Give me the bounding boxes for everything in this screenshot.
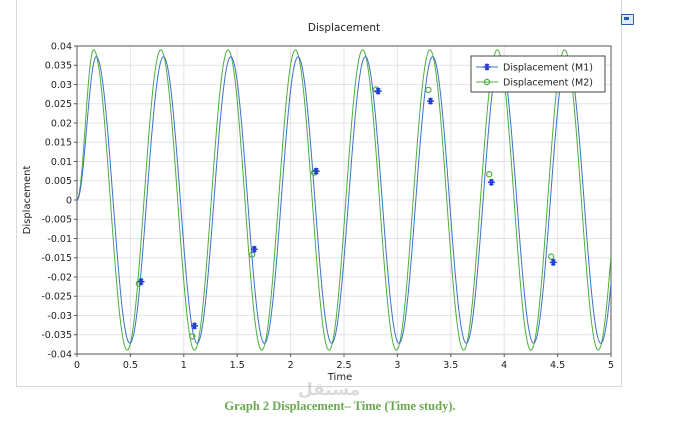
y-tick-label: -0.03 bbox=[47, 311, 72, 322]
series-line-1 bbox=[77, 56, 611, 344]
plot-panel: Displacement 0 0.5 1 1.5 2 2.5 3 3.5 4 4.5 5 0.04 0.0… bbox=[16, 0, 634, 387]
y-tick-label: -0.025 bbox=[41, 292, 72, 303]
x-axis-label: Time bbox=[327, 372, 352, 383]
series-2-marker bbox=[547, 253, 555, 260]
chart-title: Displacement bbox=[308, 22, 380, 34]
series-2-marker bbox=[189, 333, 196, 340]
x-tick-label: 5 bbox=[608, 360, 614, 371]
series-1-marker bbox=[549, 258, 557, 266]
x-tick-label: 2.5 bbox=[336, 360, 351, 371]
figure-caption: Graph 2 Displacement– Time (Time study). bbox=[224, 399, 456, 413]
y-tick-label: -0.02 bbox=[47, 272, 72, 283]
legend-box bbox=[470, 55, 606, 93]
displacement-chart: Displacement 0 0.5 1 1.5 2 2.5 3 3.5 4 4.5 5 0.04 0.0… bbox=[22, 22, 614, 383]
x-tick-label: 4 bbox=[501, 360, 507, 371]
y-tick-label: -0.01 bbox=[47, 234, 72, 245]
y-tick-label: 0.03 bbox=[51, 80, 72, 91]
x-tick-label: 4.5 bbox=[550, 360, 565, 371]
x-tick-label: 3 bbox=[394, 360, 400, 371]
legend-marker bbox=[483, 78, 491, 86]
series-1-marker bbox=[374, 87, 382, 95]
series-line-2 bbox=[77, 49, 611, 351]
image-export-icon[interactable] bbox=[621, 14, 634, 25]
series-2-marker bbox=[425, 86, 432, 94]
y-tick-label: 0 bbox=[66, 195, 72, 206]
y-tick-label: -0.015 bbox=[41, 253, 72, 264]
series-1-marker bbox=[250, 245, 258, 253]
y-tick-label: 0.01 bbox=[51, 157, 72, 168]
series-1-marker bbox=[137, 278, 145, 286]
legend-label: Displacement (M2) bbox=[503, 78, 593, 89]
x-tick-label: 2 bbox=[288, 360, 294, 371]
y-tick-label: 0.035 bbox=[45, 61, 72, 72]
legend-label: Displacement (M1) bbox=[503, 63, 593, 74]
legend-marker bbox=[483, 63, 491, 71]
series-1-marker bbox=[312, 167, 320, 175]
y-tick-label: 0.005 bbox=[45, 176, 72, 187]
series-2-marker bbox=[486, 171, 493, 178]
y-tick-label: 0.015 bbox=[45, 138, 72, 149]
x-tick-label: 3.5 bbox=[443, 360, 458, 371]
x-tick-label: 1 bbox=[181, 360, 187, 371]
watermark: مستقل bbox=[298, 380, 361, 400]
series-1-marker bbox=[487, 178, 495, 186]
series-2-marker bbox=[248, 251, 256, 258]
y-axis-label: Displacement bbox=[22, 166, 33, 235]
y-tick-label: -0.04 bbox=[47, 349, 72, 360]
y-tick-label: 0.02 bbox=[51, 118, 72, 129]
x-tick-label: 0 bbox=[74, 360, 80, 371]
series-1-marker bbox=[191, 322, 198, 330]
legend: Displacement (M1) Displacement (M2) bbox=[470, 55, 606, 93]
y-tick-label: -0.035 bbox=[41, 330, 72, 341]
series-1-marker bbox=[427, 97, 434, 105]
y-tick-label: 0.04 bbox=[51, 41, 72, 52]
x-tick-label: 0.5 bbox=[123, 360, 138, 371]
y-tick-label: 0.025 bbox=[45, 99, 72, 110]
x-tick-label: 1.5 bbox=[230, 360, 245, 371]
y-tick-label: -0.005 bbox=[41, 215, 72, 226]
